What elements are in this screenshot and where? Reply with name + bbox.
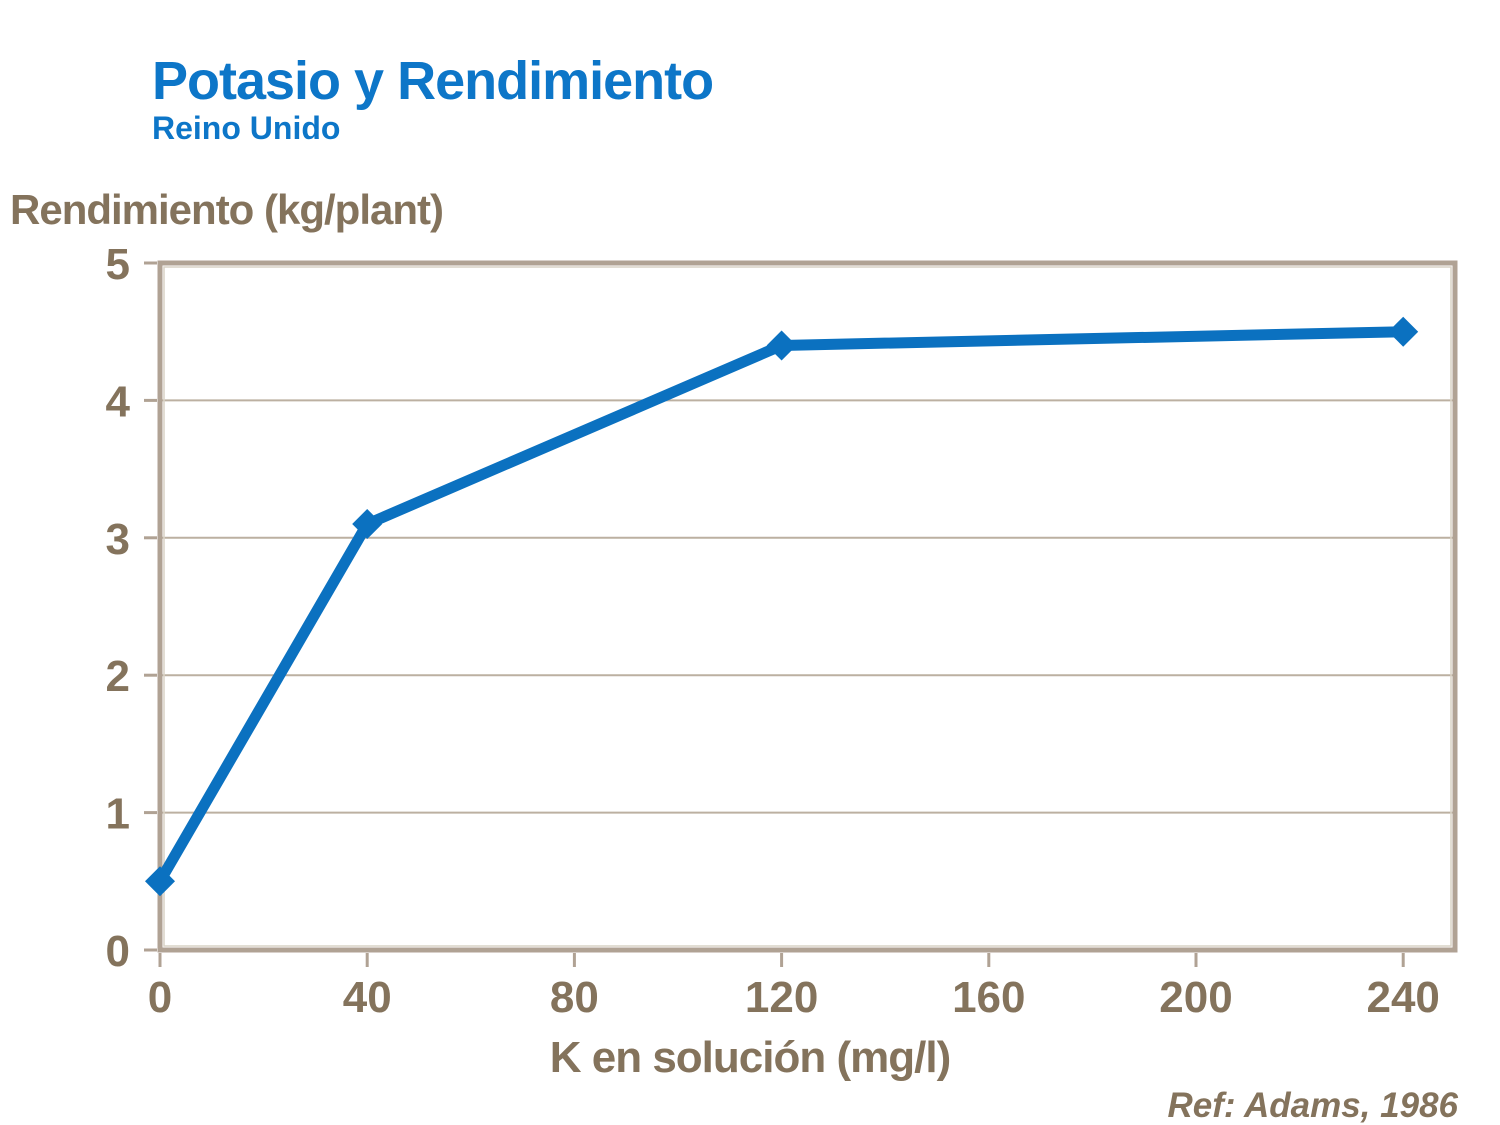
data-point-marker xyxy=(145,866,175,897)
x-tick-label: 240 xyxy=(1366,973,1439,1022)
y-tick-label: 2 xyxy=(106,652,130,701)
x-tick-label: 80 xyxy=(550,973,599,1022)
x-tick-label: 160 xyxy=(952,973,1025,1022)
series-line xyxy=(155,326,1404,885)
x-tick-label: 120 xyxy=(745,973,818,1022)
y-tick-label: 5 xyxy=(106,240,130,289)
x-axis-title: K en solución (mg/l) xyxy=(549,1033,951,1082)
x-tick-label: 200 xyxy=(1159,973,1232,1022)
data-point-marker xyxy=(352,509,383,540)
chart-subtitle: Reino Unido xyxy=(152,110,341,146)
x-tick-label: 0 xyxy=(148,973,172,1022)
chart-title: Potasio y Rendimiento xyxy=(152,51,714,111)
plot-frame-highlight xyxy=(163,266,1452,947)
y-axis-title: Rendimiento (kg/plant) xyxy=(10,186,444,233)
data-point-marker xyxy=(1388,316,1419,347)
y-tick-label: 0 xyxy=(106,927,130,976)
y-tick-label: 1 xyxy=(106,790,130,839)
data-point-marker xyxy=(766,330,797,361)
y-tick-label: 3 xyxy=(106,515,130,564)
x-tick-label: 40 xyxy=(343,973,392,1022)
reference-note: Ref: Adams, 1986 xyxy=(1167,1086,1459,1125)
y-tick-label: 4 xyxy=(106,377,131,426)
plot-frame xyxy=(157,260,1458,953)
